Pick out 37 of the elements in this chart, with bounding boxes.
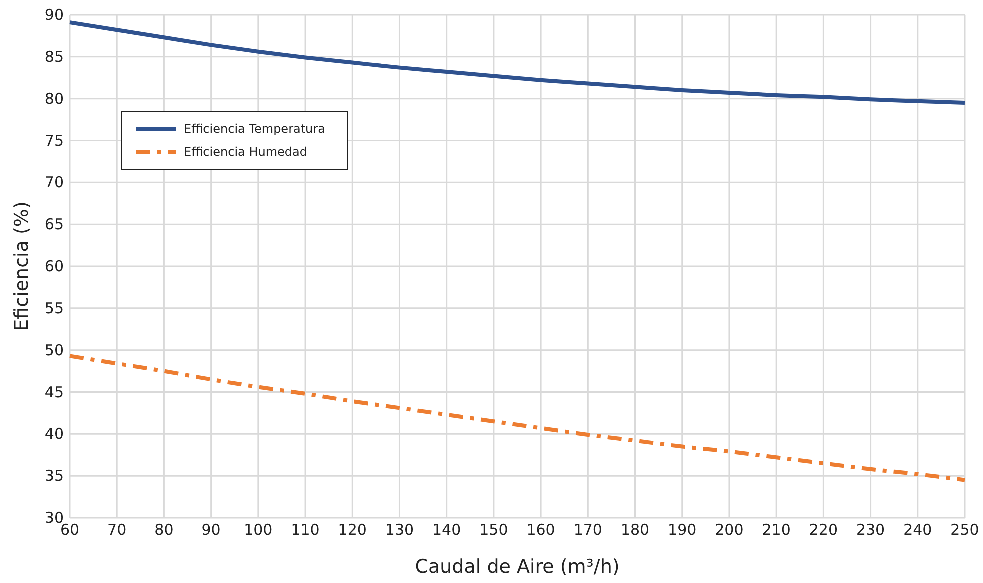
y-tick-label: 45 — [44, 383, 64, 402]
x-axis-title: Caudal de Aire (m³/h) — [415, 556, 620, 578]
x-tick-label: 230 — [856, 521, 886, 539]
y-tick-label: 70 — [44, 174, 64, 192]
y-tick-label: 85 — [44, 48, 64, 66]
legend-label: Efficiencia Humedad — [184, 145, 308, 159]
x-tick-label: 100 — [244, 521, 273, 539]
x-tick-label: 200 — [715, 521, 744, 539]
y-tick-label: 50 — [44, 341, 64, 360]
x-tick-label: 130 — [385, 521, 414, 539]
x-tick-label: 150 — [480, 521, 508, 539]
y-axis-title: Eficiencia (%) — [11, 202, 33, 332]
x-tick-label: 110 — [291, 521, 320, 539]
x-tick-label: 180 — [620, 521, 650, 539]
y-tick-label: 75 — [44, 132, 64, 150]
line-series — [68, 20, 967, 106]
x-tick-label: 70 — [108, 521, 127, 539]
x-tick-label: 140 — [432, 521, 462, 539]
y-tick-label: 55 — [44, 299, 64, 318]
legend-label: Efficiencia Temperatura — [184, 122, 326, 136]
x-tick-label: 160 — [526, 521, 556, 539]
x-tick-label: 80 — [154, 521, 174, 539]
x-tick-label: 250 — [950, 521, 980, 539]
x-tick-label: 170 — [574, 521, 602, 539]
x-tick-label: 90 — [202, 521, 221, 539]
x-tick-label: 220 — [809, 521, 838, 539]
y-tick-label: 65 — [44, 216, 64, 234]
y-tick-label: 35 — [44, 467, 64, 486]
y-tick-label: 40 — [44, 425, 64, 444]
x-tick-label: 190 — [668, 521, 697, 539]
line-series — [68, 354, 967, 482]
y-tick-label: 60 — [44, 258, 64, 276]
x-tick-label: 240 — [904, 521, 932, 539]
y-tick-label: 90 — [44, 6, 64, 24]
x-tick-label: 120 — [338, 521, 367, 539]
x-tick-label: 210 — [762, 521, 791, 539]
y-tick-label: 80 — [44, 90, 64, 108]
